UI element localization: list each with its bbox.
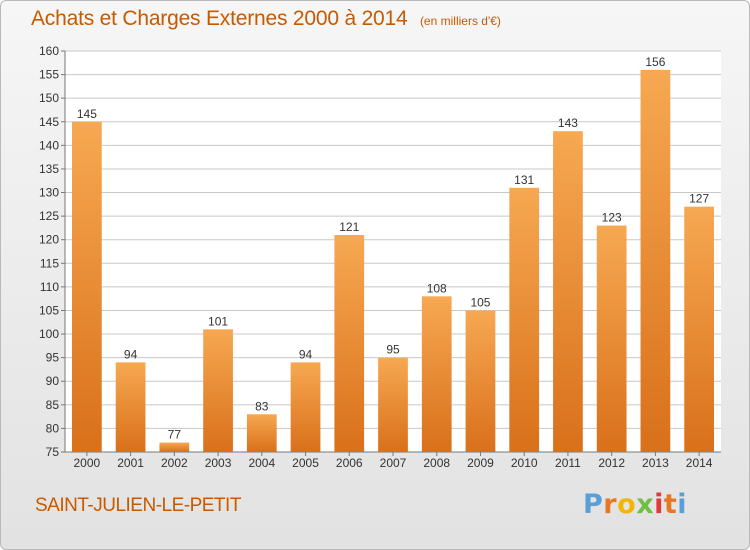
- place-name: SAINT-JULIEN-LE-PETIT: [35, 495, 241, 516]
- bar: [378, 357, 408, 452]
- y-tick-label: 145: [39, 115, 59, 129]
- x-tick-label: 2013: [642, 456, 669, 470]
- data-label: 94: [299, 347, 313, 361]
- data-label: 94: [124, 347, 138, 361]
- data-label: 143: [558, 116, 578, 130]
- data-label: 145: [77, 107, 97, 121]
- y-tick-label: 75: [46, 445, 60, 459]
- data-label: 83: [255, 399, 269, 413]
- logo-letter: o: [617, 489, 637, 520]
- x-tick-label: 2006: [336, 456, 363, 470]
- logo-letter: i: [677, 489, 688, 520]
- y-tick-label: 140: [39, 138, 59, 152]
- data-label: 156: [645, 55, 665, 69]
- logo-letter: i: [654, 489, 664, 520]
- bar: [684, 206, 715, 452]
- y-tick-label: 135: [39, 162, 59, 176]
- bar: [509, 187, 540, 452]
- x-tick-label: 2008: [423, 456, 450, 470]
- chart-subtitle: (en milliers d'€): [419, 14, 501, 28]
- bar: [290, 362, 321, 452]
- bar: [596, 225, 627, 452]
- y-tick-label: 125: [39, 209, 59, 223]
- data-label: 77: [168, 428, 182, 442]
- bar: [115, 362, 146, 452]
- data-label: 123: [602, 211, 622, 225]
- bar: [553, 131, 583, 452]
- y-tick-label: 85: [46, 398, 60, 412]
- x-tick-label: 2010: [511, 456, 538, 470]
- data-label: 131: [514, 173, 534, 187]
- data-label: 108: [427, 281, 447, 295]
- x-tick-label: 2004: [248, 456, 275, 470]
- chart-title: Achats et Charges Externes 2000 à 2014: [31, 7, 408, 30]
- x-tick-label: 2012: [598, 456, 625, 470]
- x-tick-label: 2009: [467, 456, 494, 470]
- data-label: 95: [386, 343, 400, 357]
- bar: [421, 296, 452, 452]
- logo-letter: x: [636, 489, 655, 520]
- bar: [203, 329, 233, 452]
- y-tick-label: 110: [40, 280, 59, 294]
- y-tick-label: 95: [46, 351, 60, 365]
- y-tick-label: 100: [39, 327, 59, 341]
- logo-letter: P: [583, 489, 604, 520]
- x-tick-label: 2007: [380, 456, 407, 470]
- bar: [246, 414, 277, 452]
- chart-title-row: Achats et Charges Externes 2000 à 2014 (…: [31, 7, 501, 31]
- x-tick-label: 2002: [161, 456, 188, 470]
- y-tick-label: 120: [39, 233, 59, 247]
- data-label: 105: [470, 295, 490, 309]
- data-label: 127: [689, 192, 709, 206]
- data-label: 101: [208, 314, 228, 328]
- logo-letter: t: [663, 489, 678, 520]
- y-tick-label: 80: [46, 421, 60, 435]
- y-tick-label: 105: [39, 303, 59, 317]
- bar: [334, 234, 365, 452]
- x-tick-label: 2000: [74, 456, 101, 470]
- y-tick-label: 160: [39, 44, 59, 58]
- proxiti-logo: Proxiti: [583, 489, 687, 520]
- y-tick-label: 115: [40, 256, 59, 270]
- x-tick-label: 2001: [117, 456, 144, 470]
- bar: [465, 310, 496, 452]
- bar: [159, 442, 190, 452]
- data-label: 121: [339, 220, 359, 234]
- bar: [640, 69, 671, 452]
- logo-letter: r: [603, 489, 618, 520]
- x-tick-label: 2014: [686, 456, 713, 470]
- y-tick-label: 130: [39, 186, 59, 200]
- x-tick-label: 2003: [205, 456, 232, 470]
- x-tick-label: 2011: [555, 456, 581, 470]
- y-tick-label: 150: [39, 91, 59, 105]
- bar: [71, 121, 102, 452]
- y-tick-label: 90: [46, 374, 60, 388]
- y-tick-label: 155: [39, 68, 59, 82]
- x-tick-label: 2005: [292, 456, 319, 470]
